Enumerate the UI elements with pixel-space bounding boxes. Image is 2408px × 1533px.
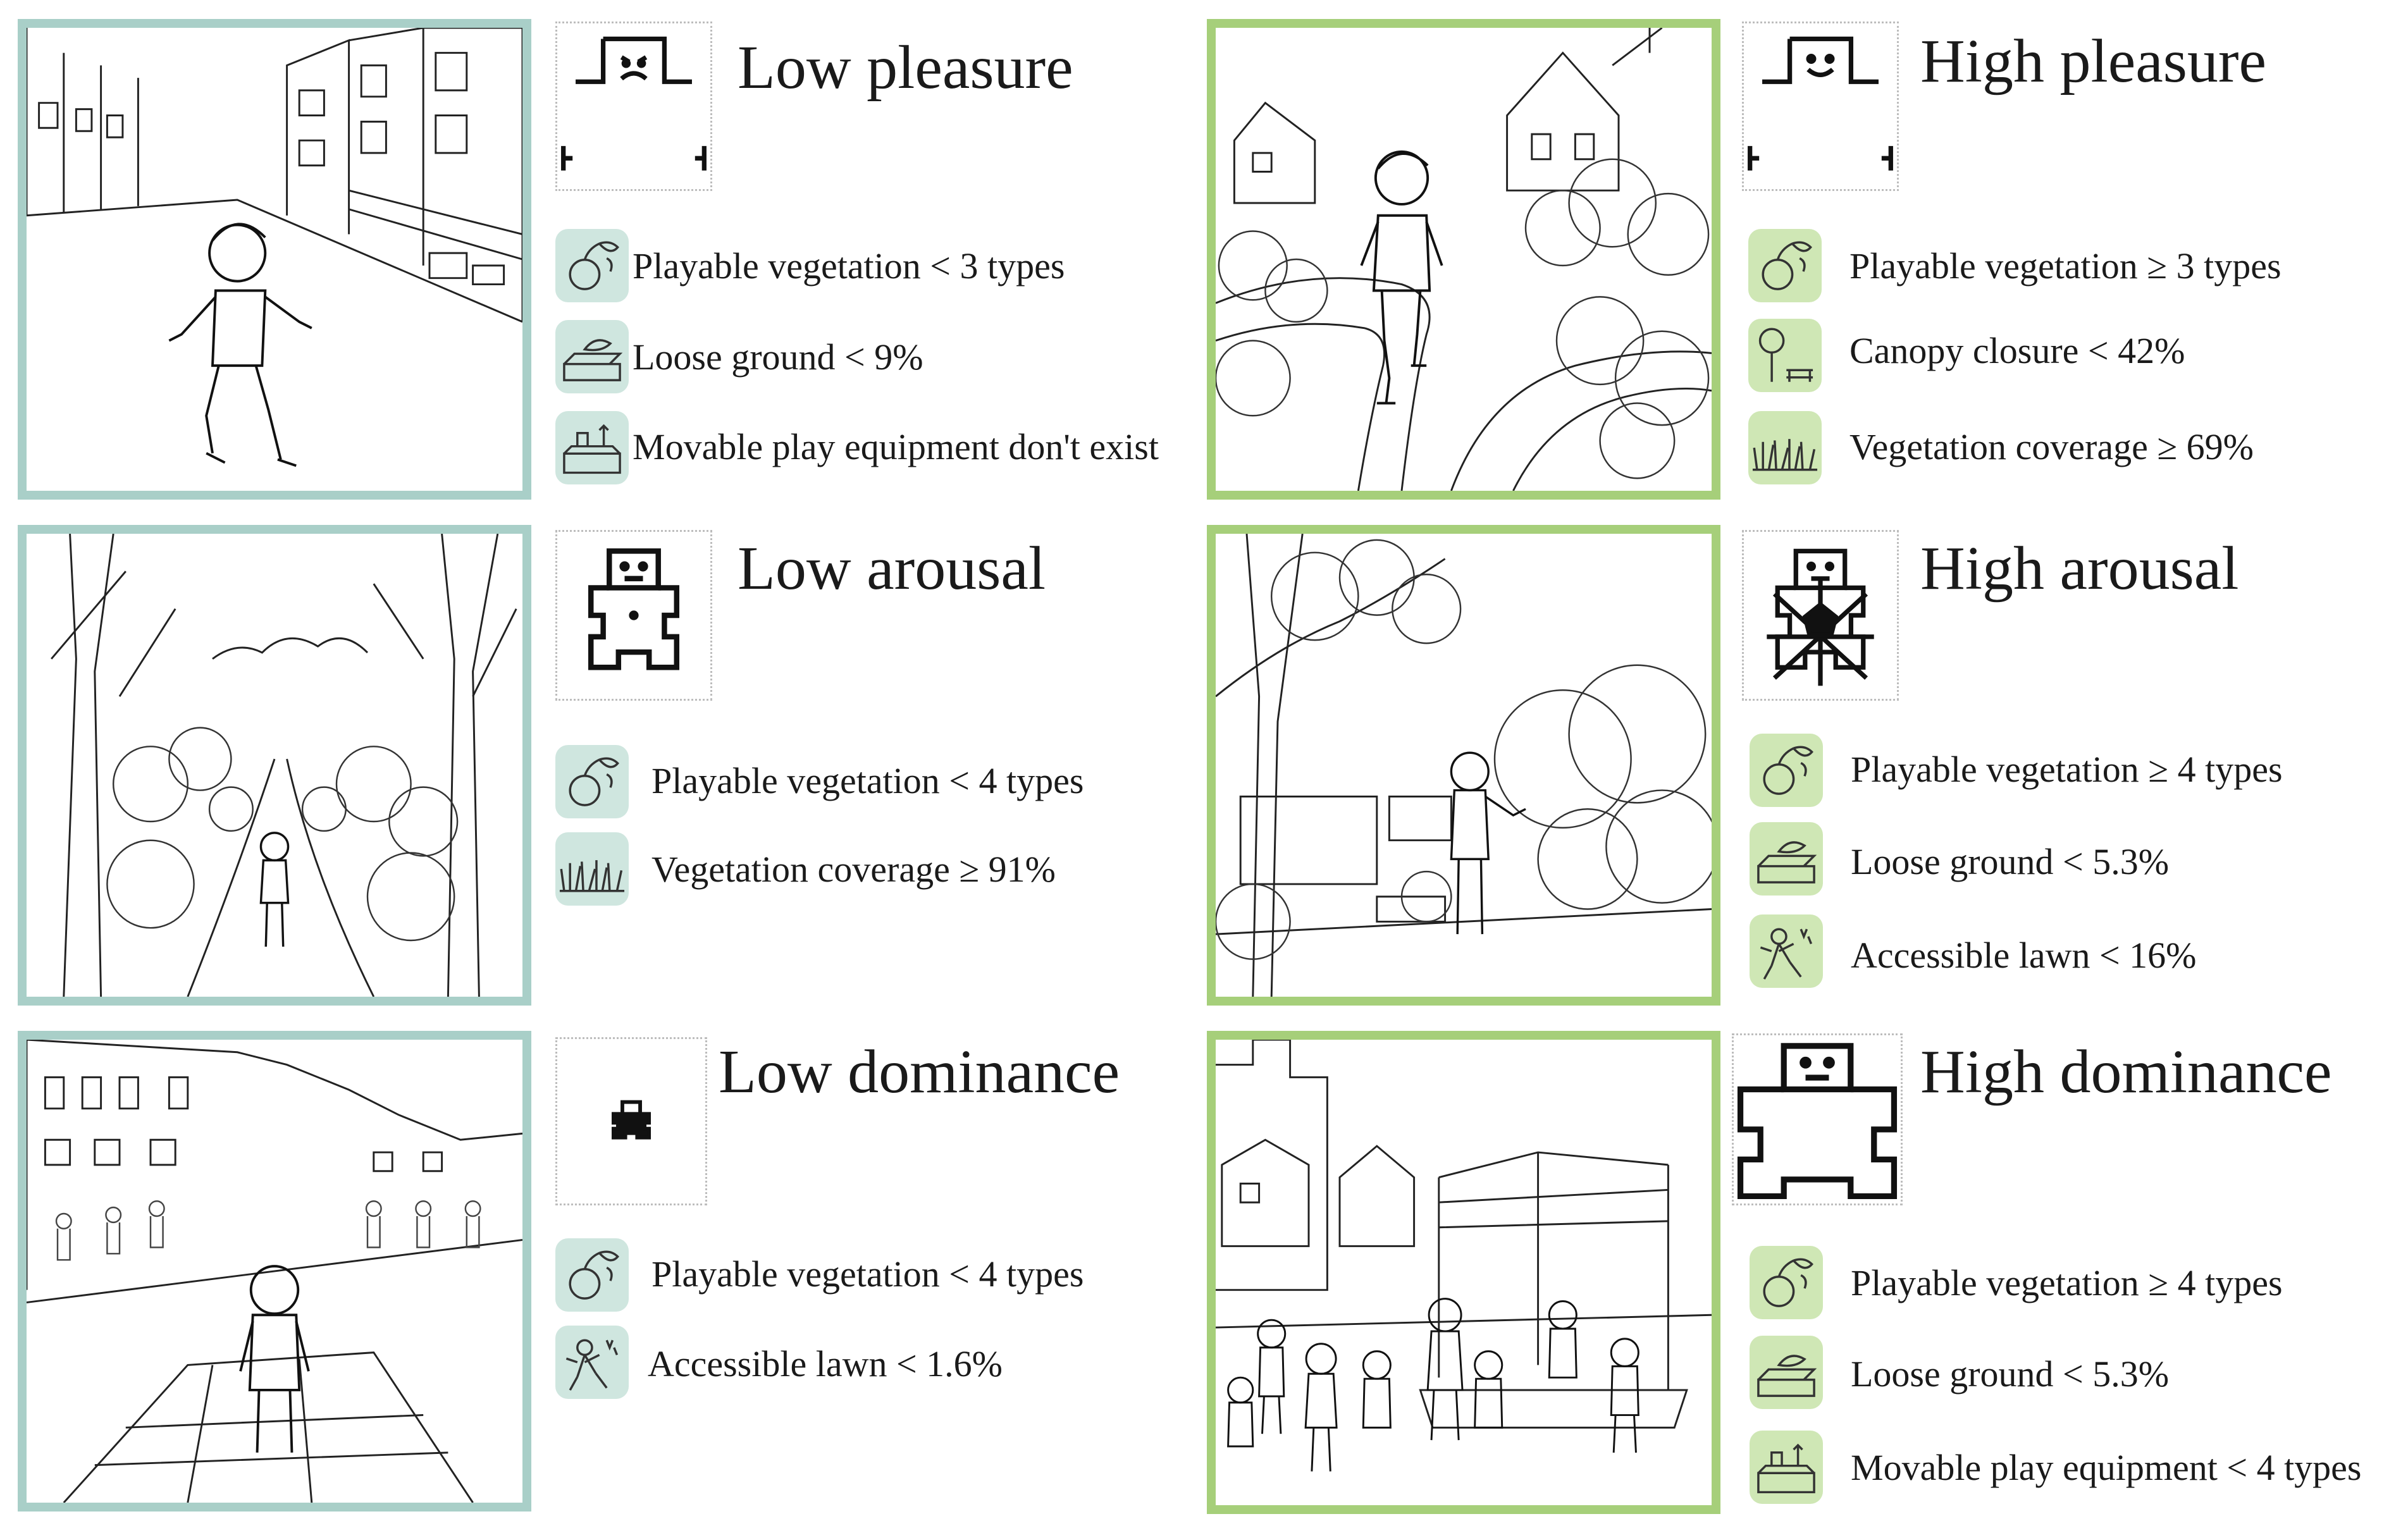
shrub-garden-scene-illustration — [1216, 534, 1712, 997]
accessible-lawn-icon — [555, 1326, 629, 1399]
movable-play-equipment-icon — [555, 411, 629, 484]
high-dominance-title: High dominance — [1920, 1038, 2332, 1106]
high-pleasure-scene — [1207, 19, 1720, 500]
high-pleasure-title: High pleasure — [1920, 27, 2266, 95]
sam-arousal-high-icon — [1742, 530, 1899, 701]
forest-path-scene-illustration — [51, 534, 517, 997]
low-pleasure-title: Low pleasure — [738, 34, 1073, 102]
indicator-text: Loose ground < 5.3% — [1851, 841, 2170, 882]
indicator-text: Movable play equipment < 4 types — [1851, 1447, 2362, 1488]
low-arousal-scene — [18, 525, 531, 1006]
playable-vegetation-icon — [1750, 734, 1823, 807]
playground-scene-illustration — [1216, 1040, 1712, 1472]
high-arousal-scene — [1207, 525, 1720, 1006]
indicator-text: Accessible lawn < 16% — [1851, 935, 2197, 976]
sam-dominance-low-icon — [555, 1037, 707, 1205]
vegetation-coverage-icon — [1748, 411, 1822, 484]
indicator-text: Movable play equipment don't exist — [633, 426, 1159, 467]
crowded-street-scene-illustration — [27, 1040, 522, 1503]
indicator-text: Playable vegetation < 3 types — [633, 245, 1065, 286]
sam-pleasure-low-icon — [555, 22, 712, 191]
sam-pleasure-high-icon — [1742, 22, 1899, 191]
loose-ground-icon — [1750, 1336, 1823, 1409]
loose-ground-icon — [555, 320, 629, 393]
low-dominance-title: Low dominance — [719, 1038, 1120, 1106]
playable-vegetation-icon — [555, 745, 629, 818]
playable-vegetation-icon — [1750, 1246, 1823, 1319]
indicator-text: Vegetation coverage ≥ 69% — [1849, 426, 2254, 467]
indicator-text: Playable vegetation ≥ 4 types — [1851, 1262, 2283, 1303]
low-arousal-title: Low arousal — [738, 534, 1046, 603]
loose-ground-icon — [1750, 822, 1823, 896]
indicator-text: Loose ground < 9% — [633, 336, 923, 378]
high-dominance-scene — [1207, 1031, 1720, 1514]
low-pleasure-scene — [18, 19, 531, 500]
indicator-text: Accessible lawn < 1.6% — [648, 1343, 1003, 1384]
indicator-text: Canopy closure < 42% — [1849, 330, 2185, 371]
movable-play-equipment-icon — [1750, 1431, 1823, 1504]
low-dominance-scene — [18, 1031, 531, 1511]
indicator-text: Playable vegetation < 4 types — [651, 760, 1084, 801]
sam-dominance-high-icon — [1732, 1033, 1903, 1205]
indicator-text: Playable vegetation ≥ 3 types — [1849, 245, 2281, 286]
high-arousal-title: High arousal — [1920, 534, 2239, 603]
indicator-text: Loose ground < 5.3% — [1851, 1353, 2170, 1394]
canopy-closure-icon — [1748, 319, 1822, 392]
playable-vegetation-icon — [555, 229, 629, 302]
playable-vegetation-icon — [555, 1238, 629, 1312]
sam-arousal-low-icon — [555, 530, 712, 701]
playable-vegetation-icon — [1748, 229, 1822, 302]
street-scene-illustration — [27, 28, 522, 467]
garden-path-scene-illustration — [1216, 28, 1712, 491]
vegetation-coverage-icon — [555, 832, 629, 906]
indicator-text: Playable vegetation ≥ 4 types — [1851, 749, 2283, 790]
accessible-lawn-icon — [1750, 914, 1823, 988]
indicator-text: Vegetation coverage ≥ 91% — [651, 849, 1056, 890]
indicator-text: Playable vegetation < 4 types — [651, 1253, 1084, 1295]
